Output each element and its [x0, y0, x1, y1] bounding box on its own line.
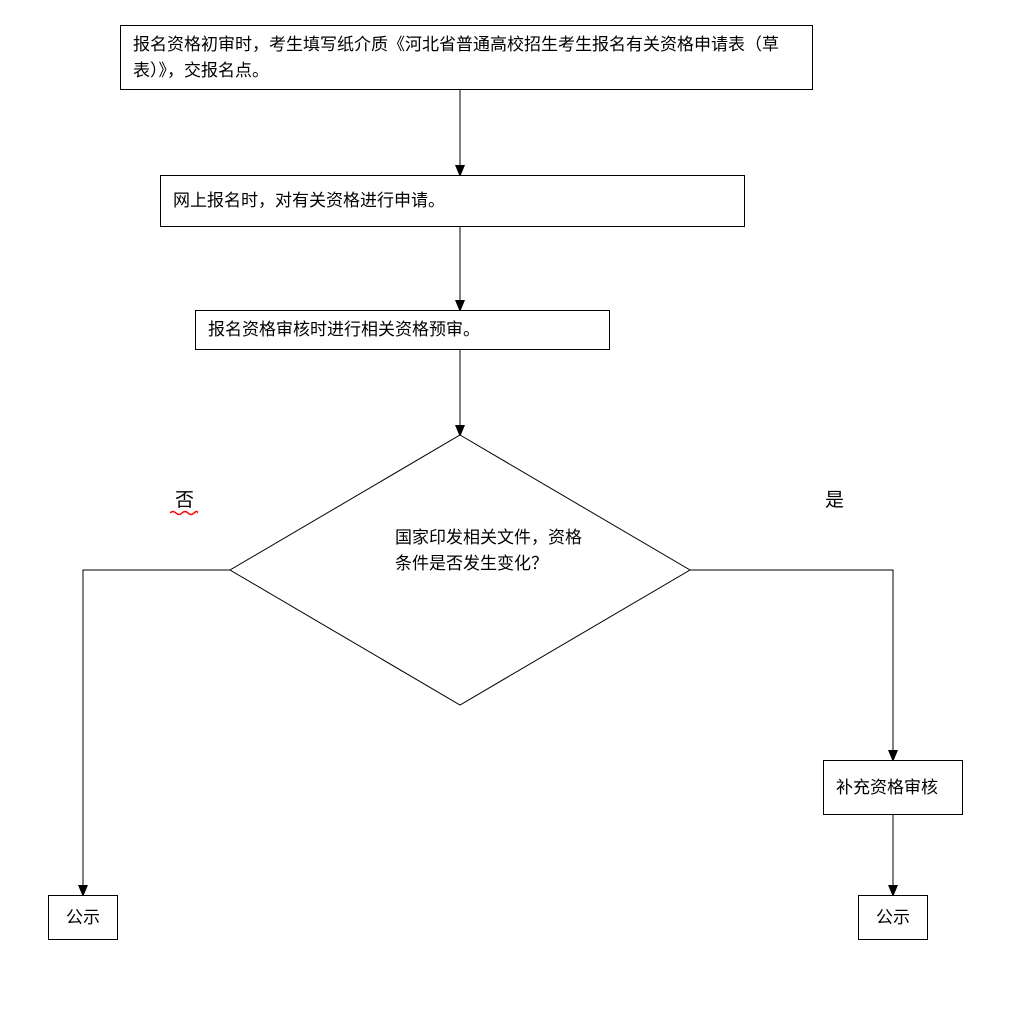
node-text: 网上报名时，对有关资格进行申请。 [173, 188, 445, 214]
node-text: 报名资格审核时进行相关资格预审。 [208, 317, 480, 343]
node-step-1: 报名资格初审时，考生填写纸介质《河北省普通高校招生考生报名有关资格申请表（草表）… [120, 25, 813, 90]
node-text: 报名资格初审时，考生填写纸介质《河北省普通高校招生考生报名有关资格申请表（草表）… [133, 32, 800, 83]
red-wavy-icon [170, 510, 198, 516]
node-step-2: 网上报名时，对有关资格进行申请。 [160, 175, 745, 227]
node-text: 公示 [876, 905, 910, 931]
node-text: 补充资格审核 [836, 775, 938, 801]
node-text: 公示 [66, 905, 100, 931]
decision-text: 国家印发相关文件，资格条件是否发生变化？ [395, 525, 595, 576]
label-no: 否 [175, 485, 194, 512]
node-supplement-review: 补充资格审核 [823, 760, 963, 815]
label-yes: 是 [825, 485, 844, 512]
flowchart-edges [0, 0, 1015, 1015]
node-publish-right: 公示 [858, 895, 928, 940]
node-publish-left: 公示 [48, 895, 118, 940]
node-step-3: 报名资格审核时进行相关资格预审。 [195, 310, 610, 350]
